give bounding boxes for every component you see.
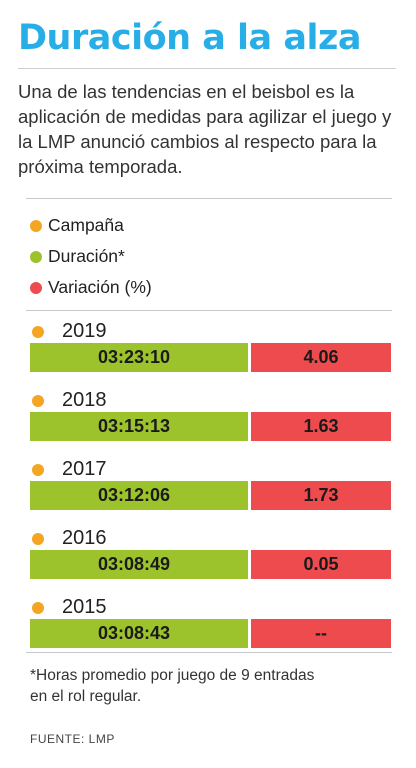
duracion-value: 03:15:13	[30, 412, 248, 441]
legend-label-variacion: Variación (%)	[48, 277, 152, 297]
variacion-value: 0.05	[251, 550, 391, 579]
title-divider	[18, 68, 396, 69]
campana-dot	[32, 602, 44, 614]
legend-bottom-divider	[26, 310, 392, 311]
duracion-value: 03:08:43	[30, 619, 248, 648]
variacion-value: 1.73	[251, 481, 391, 510]
campana-year: 2015	[62, 596, 107, 618]
table-row-2015: 2015 03:08:43 --	[0, 594, 416, 649]
source-credit: FUENTE: LMP	[30, 732, 115, 746]
footnote: *Horas promedio por juego de 9 entradas …	[30, 667, 315, 705]
table-row-2016: 2016 03:08:49 0.05	[0, 525, 416, 580]
variacion-value: --	[251, 619, 391, 648]
legend: Campaña Duración* Variación (%)	[30, 210, 152, 303]
campana-year: 2016	[62, 527, 107, 549]
legend-item-duracion: Duración*	[30, 241, 152, 272]
campana-dot	[32, 395, 44, 407]
table-row-2018: 2018 03:15:13 1.63	[0, 387, 416, 442]
legend-label-duracion: Duración*	[48, 246, 125, 266]
variacion-value: 1.63	[251, 412, 391, 441]
duracion-value: 03:08:49	[30, 550, 248, 579]
campana-dot	[32, 464, 44, 476]
table-row-2017: 2017 03:12:06 1.73	[0, 456, 416, 511]
chart-title: Duración a la alza	[18, 18, 361, 58]
legend-dot-variacion	[30, 281, 42, 294]
legend-label-campana: Campaña	[48, 215, 124, 235]
duracion-value: 03:23:10	[30, 343, 248, 372]
table-row-2019: 2019 03:23:10 4.06	[0, 318, 416, 373]
legend-dot-campana	[30, 219, 42, 232]
campana-dot	[32, 326, 44, 338]
campana-year: 2019	[62, 320, 107, 342]
intro-text: Una de las tendencias en el beisbol es l…	[18, 81, 392, 177]
legend-item-variacion: Variación (%)	[30, 272, 152, 303]
legend-dot-duracion	[30, 250, 42, 263]
variacion-value: 4.06	[251, 343, 391, 372]
campana-year: 2017	[62, 458, 107, 480]
legend-top-divider	[26, 198, 392, 199]
campana-year: 2018	[62, 389, 107, 411]
table-bottom-divider	[26, 652, 392, 653]
campana-dot	[32, 533, 44, 545]
legend-item-campana: Campaña	[30, 210, 152, 241]
duracion-value: 03:12:06	[30, 481, 248, 510]
